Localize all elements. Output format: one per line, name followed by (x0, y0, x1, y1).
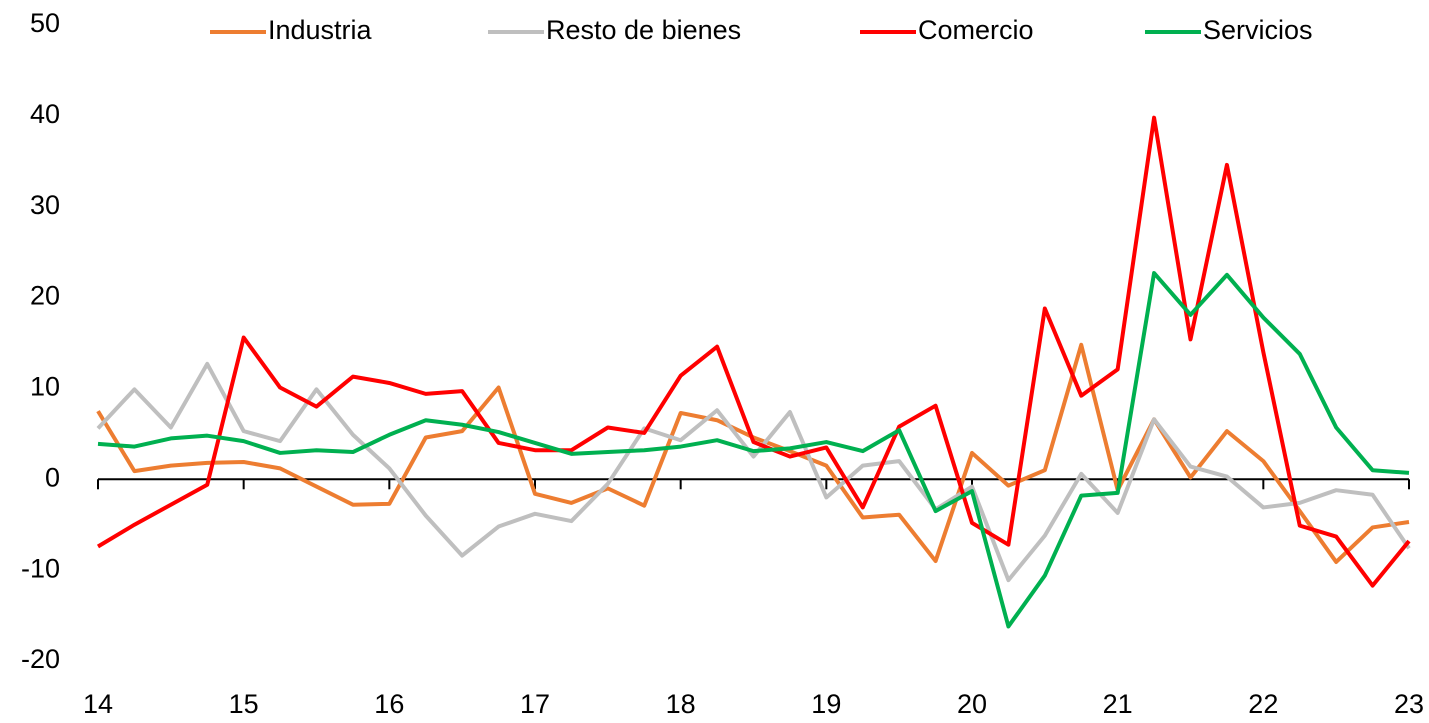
x-tick-label: 18 (666, 689, 696, 719)
x-tick-label: 19 (811, 689, 841, 719)
y-tick-label: -20 (21, 644, 60, 674)
x-tick-label: 21 (1103, 689, 1133, 719)
x-tick-label: 23 (1394, 689, 1424, 719)
x-tick-label: 20 (957, 689, 987, 719)
series-line (96, 361, 1411, 583)
x-tick-label: 17 (520, 689, 550, 719)
x-tick-label: 22 (1248, 689, 1278, 719)
y-tick-label: 50 (30, 8, 60, 38)
y-tick-label: 10 (30, 372, 60, 402)
x-tick-label: 15 (229, 689, 259, 719)
y-tick-label: 30 (30, 190, 60, 220)
series-line (97, 271, 1410, 629)
x-tick-label: 16 (374, 689, 404, 719)
legend-label: Servicios (1203, 15, 1313, 45)
legend-label: Resto de bienes (546, 15, 741, 45)
y-tick-label: 0 (45, 462, 60, 492)
x-tick-label: 14 (83, 689, 113, 719)
legend-label: Comercio (918, 15, 1034, 45)
y-tick-label: 20 (30, 281, 60, 311)
series-line (96, 115, 1411, 588)
y-tick-label: 40 (30, 99, 60, 129)
legend-label: Industria (268, 15, 373, 45)
y-tick-label: -10 (21, 553, 60, 583)
